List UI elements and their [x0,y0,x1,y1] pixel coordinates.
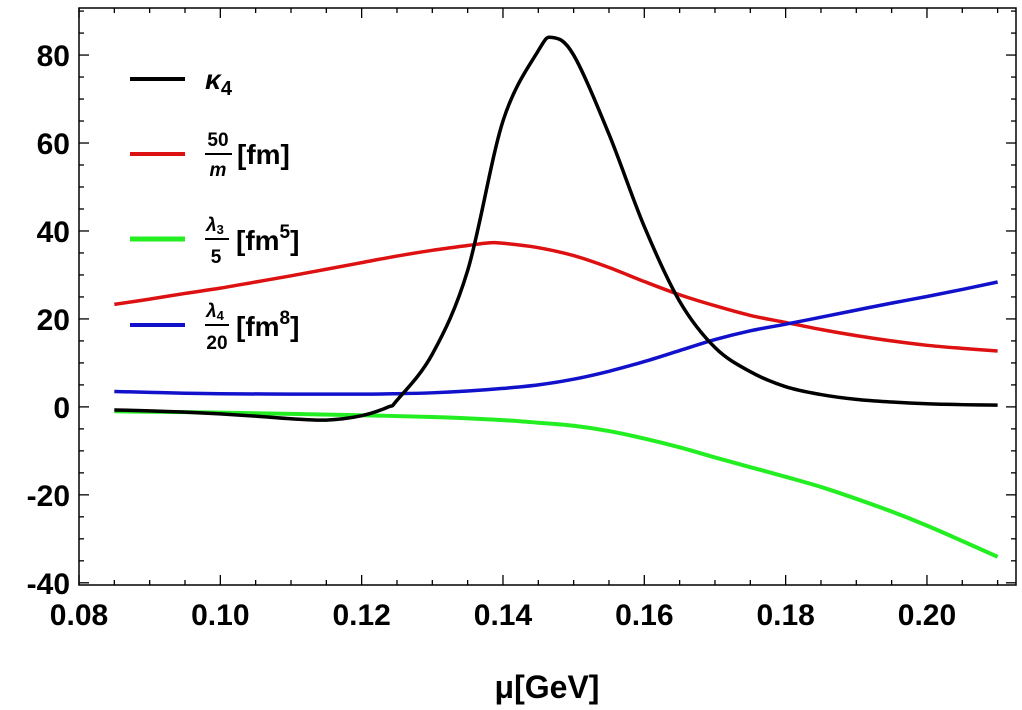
series-line-0 [114,35,998,422]
x-axis-label: μ[GeV] [495,669,600,705]
legend-unit: [fm [236,311,280,342]
legend-denominator: m [210,160,227,181]
legend-item-lambda3: λ3 5 [fm5] [130,215,299,268]
legend-superscript: 5 [280,222,291,243]
series-line-3 [114,280,998,396]
x-tick-label: 0.10 [191,599,249,632]
legend-subscript: 4 [217,308,225,323]
legend-denominator: 5 [211,247,222,268]
x-tick-label: 0.08 [50,599,108,632]
svg-text:λ3: λ3 [205,215,224,237]
y-tick-label: -40 [27,568,70,601]
svg-text:[fm5]: [fm5] [236,222,299,256]
tick-labels: 0.08 0.10 0.12 0.14 0.16 0.18 0.20 -40 -20 0 20 40 6… [27,40,957,632]
legend-item-kappa4: κ4 [130,64,233,100]
plot-curves [114,35,999,559]
legend-superscript: 8 [280,308,291,329]
y-tick-label: 60 [37,128,70,161]
x-tick-label: 0.16 [615,599,673,632]
legend-unit: [fm [236,225,280,256]
legend-close-bracket: ] [290,311,299,342]
legend-subscript: 4 [221,78,233,100]
x-tick-label: 0.20 [898,599,956,632]
y-tick-label: -20 [27,480,70,513]
legend-subscript: 3 [217,222,224,237]
legend-close-bracket: ] [290,225,299,256]
svg-text:[fm8]: [fm8] [236,308,299,342]
legend-numerator: λ [205,301,217,322]
y-tick-label: 0 [53,392,70,425]
x-tick-label: 0.14 [474,599,533,632]
x-tick-label: 0.12 [332,599,390,632]
legend-item-lambda4: λ4 20 [fm8] [130,301,299,354]
y-tick-label: 80 [37,40,70,73]
y-tick-label: 40 [37,216,70,249]
plot-frame [78,7,1017,586]
svg-text:λ4: λ4 [205,301,225,323]
legend-numerator: λ [205,215,217,236]
legend-item-50-over-m: 50 m [fm] [130,130,290,181]
legend-label: κ [205,64,222,95]
legend: κ4 50 m [fm] λ3 5 [fm5] λ4 20 [fm8] [130,64,299,354]
y-tick-label: 20 [37,304,70,337]
x-tick-label: 0.18 [756,599,814,632]
axis-ticks [78,8,1016,585]
legend-numerator: 50 [207,130,228,151]
series-line-2 [114,409,999,559]
legend-denominator: 20 [206,333,227,354]
svg-text:κ4: κ4 [205,64,233,100]
series-line-1 [114,240,998,353]
legend-unit: [fm] [237,139,290,170]
